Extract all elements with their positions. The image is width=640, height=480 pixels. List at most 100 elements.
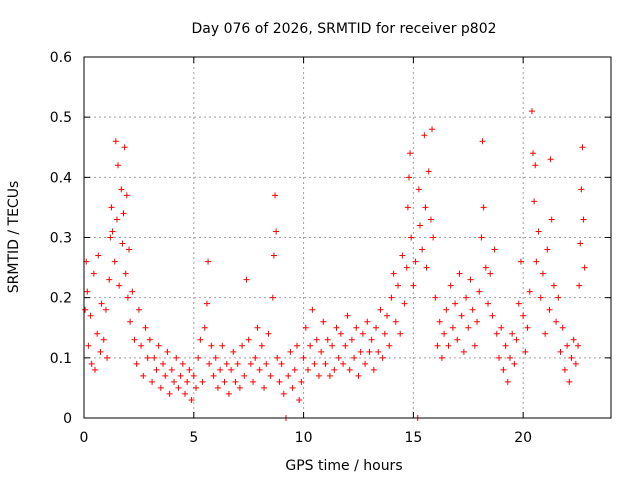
data-point (201, 324, 208, 331)
data-point (344, 312, 351, 319)
data-point (544, 246, 551, 253)
data-point (109, 228, 116, 235)
data-point (432, 294, 439, 301)
data-point (324, 336, 331, 343)
data-point (112, 138, 119, 145)
data-point (97, 348, 104, 355)
data-point (307, 342, 314, 349)
data-point (581, 264, 588, 271)
data-point (500, 366, 507, 373)
data-point (171, 378, 178, 385)
data-point (177, 372, 184, 379)
data-point (91, 366, 98, 373)
data-point (232, 378, 239, 385)
x-tick-label: 20 (514, 430, 532, 446)
data-point (106, 276, 113, 283)
data-point (104, 354, 111, 361)
data-point (84, 288, 91, 295)
data-point (467, 276, 474, 283)
data-point (533, 258, 540, 265)
data-point (140, 372, 147, 379)
data-point (278, 360, 285, 367)
data-point (405, 174, 412, 181)
data-point (537, 294, 544, 301)
data-point (315, 372, 322, 379)
data-point (146, 336, 153, 343)
data-points (82, 108, 588, 421)
data-point (348, 336, 355, 343)
data-point (456, 270, 463, 277)
x-tick-label: 5 (189, 430, 198, 446)
data-point (384, 312, 391, 319)
data-point (107, 234, 114, 241)
data-point (395, 282, 402, 289)
data-point (337, 330, 344, 337)
data-point (234, 360, 241, 367)
data-point (82, 306, 89, 313)
data-point (225, 390, 232, 397)
data-point (346, 366, 353, 373)
data-point (108, 204, 115, 211)
data-point (532, 162, 539, 169)
data-point (397, 330, 404, 337)
data-point (520, 312, 527, 319)
data-point (452, 300, 459, 307)
data-point (542, 330, 549, 337)
data-point (87, 312, 94, 319)
y-tick-label: 0.6 (50, 50, 72, 66)
data-point (401, 300, 408, 307)
data-point (243, 276, 250, 283)
data-point (265, 330, 272, 337)
data-point (256, 366, 263, 373)
data-point (160, 360, 167, 367)
data-point (119, 240, 126, 247)
x-tick-label: 15 (404, 430, 422, 446)
x-tick-label: 10 (295, 430, 313, 446)
data-point (272, 192, 279, 199)
data-point (195, 354, 202, 361)
data-point (359, 330, 366, 337)
data-point (126, 246, 133, 253)
data-point (557, 348, 564, 355)
data-point (94, 330, 101, 337)
data-point (214, 384, 221, 391)
data-point (113, 216, 120, 223)
data-point (373, 324, 380, 331)
data-point (192, 384, 199, 391)
data-point (206, 360, 213, 367)
data-point (100, 336, 107, 343)
data-point (550, 282, 557, 289)
data-point (438, 354, 445, 361)
data-point (127, 318, 134, 325)
data-point (302, 324, 309, 331)
data-point (434, 342, 441, 349)
data-point (116, 282, 123, 289)
data-point (276, 378, 283, 385)
data-point (577, 240, 584, 247)
data-point (474, 318, 481, 325)
data-point (460, 348, 467, 355)
data-point (436, 318, 443, 325)
data-point (366, 348, 373, 355)
data-point (447, 282, 454, 289)
data-point (287, 348, 294, 355)
data-point (566, 378, 573, 385)
data-point (273, 228, 280, 235)
data-point (121, 144, 128, 151)
data-point (190, 372, 197, 379)
data-point (269, 294, 276, 301)
data-point (530, 150, 537, 157)
data-point (458, 312, 465, 319)
data-point (164, 348, 171, 355)
x-tick-label: 0 (80, 430, 89, 446)
y-tick-label: 0.2 (50, 291, 72, 307)
data-point (407, 150, 414, 157)
data-point (247, 360, 254, 367)
data-point (353, 324, 360, 331)
data-point (377, 306, 384, 313)
data-point (449, 324, 456, 331)
data-point (199, 378, 206, 385)
data-point (362, 360, 369, 367)
data-point (429, 126, 436, 133)
data-point (122, 270, 129, 277)
